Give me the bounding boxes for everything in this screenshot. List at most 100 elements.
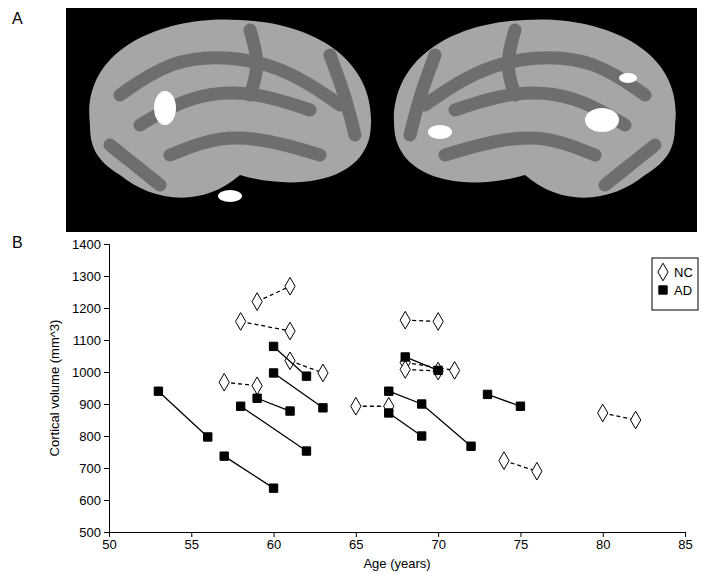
hemisphere: [89, 19, 371, 197]
y-axis-line: [104, 245, 110, 533]
legend-marker: [658, 263, 668, 281]
x-tick: 75: [514, 532, 528, 552]
y-tick-mark: [104, 532, 109, 533]
sulcus: [605, 145, 655, 185]
y-tick-label: 900: [79, 397, 101, 412]
legend-label: AD: [674, 283, 692, 298]
y-tick-mark: [104, 308, 109, 309]
y-axis: 50060070080090010001100120013001400: [72, 237, 109, 540]
y-tick-label: 800: [79, 429, 101, 444]
data-point: [269, 342, 277, 350]
data-point: [236, 313, 246, 331]
x-tick: 55: [185, 532, 199, 552]
data-point: [516, 402, 524, 410]
y-tick-mark: [104, 340, 109, 341]
sulcus: [445, 138, 595, 155]
y-tick-mark: [104, 436, 109, 437]
region-highlight: [585, 108, 619, 132]
y-tick: 1200: [72, 301, 109, 316]
region-highlight: [218, 190, 242, 202]
sulcus: [170, 138, 320, 155]
y-tick: 700: [79, 461, 109, 476]
brain-lateral: [394, 19, 676, 197]
data-point: [532, 462, 542, 480]
data-point: [483, 390, 491, 398]
data-point: [285, 322, 295, 340]
x-tick: 70: [431, 532, 445, 552]
x-tick: 60: [267, 532, 281, 552]
x-tick-label: 70: [431, 537, 445, 552]
data-point: [418, 432, 426, 440]
hemisphere: [394, 19, 676, 197]
data-point: [499, 452, 509, 470]
data-point: [285, 277, 295, 295]
region-highlight: [154, 91, 176, 125]
data-point: [302, 447, 310, 455]
y-tick-label: 1100: [73, 333, 101, 348]
sulcus: [410, 55, 435, 135]
data-point: [154, 387, 162, 395]
data-point: [400, 361, 410, 379]
data-point: [220, 452, 228, 460]
y-axis-title: Cortical volume (mm^3): [47, 320, 62, 457]
y-tick-mark: [104, 244, 109, 245]
data-point: [219, 373, 229, 391]
y-tick-mark: [104, 372, 109, 373]
y-tick-label: 1400: [72, 237, 101, 252]
y-tick: 600: [79, 493, 109, 508]
data-point: [318, 364, 328, 382]
data-point: [286, 407, 294, 415]
x-tick-label: 65: [349, 537, 363, 552]
data-point: [401, 353, 409, 361]
y-tick-label: 500: [79, 525, 101, 540]
series-AD: [154, 342, 524, 492]
data-point: [253, 394, 261, 402]
region-highlight: [619, 73, 637, 83]
data-point: [433, 313, 443, 331]
x-tick-label: 80: [596, 537, 610, 552]
y-tick-mark: [104, 276, 109, 277]
legend-marker: [659, 286, 667, 294]
legend: NC AD: [652, 258, 698, 310]
data-point: [319, 404, 327, 412]
y-tick-label: 700: [79, 461, 101, 476]
y-tick-label: 1000: [72, 365, 101, 380]
data-point: [302, 372, 310, 380]
y-tick: 1000: [72, 365, 109, 380]
data-point: [269, 484, 277, 492]
figure: AB50556065707580855006007008009001000110…: [0, 0, 704, 572]
brain-medial: [89, 19, 371, 197]
series-line: [224, 286, 635, 471]
y-tick: 1100: [73, 333, 109, 348]
legend-box: [652, 258, 698, 310]
x-tick-label: 55: [185, 537, 199, 552]
region-highlight: [428, 125, 452, 139]
x-tick-label: 60: [267, 537, 281, 552]
data-point: [598, 404, 608, 422]
data-point: [204, 433, 212, 441]
data-point: [418, 400, 426, 408]
plot-area: [154, 277, 641, 492]
x-axis-title: Age (years): [363, 556, 430, 571]
y-tick: 900: [79, 397, 109, 412]
y-tick-mark: [104, 500, 109, 501]
image-background: [66, 8, 697, 232]
legend-label: NC: [674, 265, 693, 280]
data-point: [351, 397, 361, 415]
data-point: [269, 369, 277, 377]
x-tick: 85: [678, 532, 692, 552]
series-line: [158, 346, 520, 488]
data-point: [434, 366, 442, 374]
y-tick-label: 600: [79, 493, 101, 508]
x-tick: 80: [596, 532, 610, 552]
data-point: [433, 362, 443, 380]
data-point: [400, 311, 410, 329]
y-tick: 1400: [72, 237, 109, 252]
x-axis: 5055606570758085: [102, 532, 692, 552]
y-tick-mark: [104, 468, 109, 469]
x-tick-label: 75: [514, 537, 528, 552]
y-tick-label: 1200: [72, 301, 101, 316]
y-tick: 500: [79, 525, 109, 540]
data-point: [236, 402, 244, 410]
sulcus: [250, 30, 257, 95]
